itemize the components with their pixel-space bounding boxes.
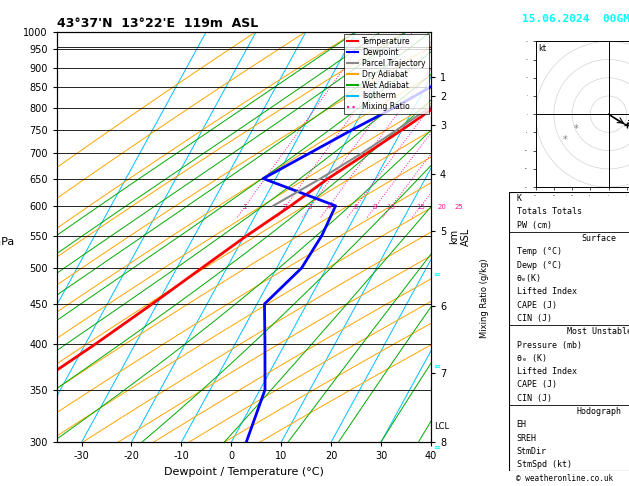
Text: kt: kt (538, 44, 547, 53)
Text: PW (cm): PW (cm) (516, 221, 552, 230)
Text: LCL: LCL (435, 422, 450, 431)
Text: Most Unstable: Most Unstable (567, 327, 629, 336)
Text: © weatheronline.co.uk: © weatheronline.co.uk (516, 474, 613, 483)
Text: CAPE (J): CAPE (J) (516, 300, 557, 310)
Text: CIN (J): CIN (J) (516, 394, 552, 403)
Y-axis label: km
ASL: km ASL (449, 228, 470, 246)
Text: StmDir: StmDir (516, 447, 547, 456)
Text: Lifted Index: Lifted Index (516, 287, 577, 296)
Text: Surface: Surface (582, 234, 616, 243)
Text: Temp (°C): Temp (°C) (516, 247, 562, 256)
Text: 25: 25 (454, 204, 463, 209)
Text: 10: 10 (386, 204, 395, 209)
Text: Totals Totals: Totals Totals (516, 208, 582, 216)
Text: Mixing Ratio (g/kg): Mixing Ratio (g/kg) (480, 259, 489, 338)
Text: K: K (516, 194, 521, 203)
Text: Pressure (mb): Pressure (mb) (516, 341, 582, 349)
Text: θₑ(K): θₑ(K) (516, 274, 542, 283)
Text: ≡: ≡ (433, 270, 440, 279)
Text: EH: EH (516, 420, 526, 429)
Text: 2: 2 (283, 204, 287, 209)
X-axis label: Dewpoint / Temperature (°C): Dewpoint / Temperature (°C) (164, 467, 324, 477)
Text: StmSpd (kt): StmSpd (kt) (516, 460, 572, 469)
Text: Lifted Index: Lifted Index (516, 367, 577, 376)
Legend: Temperature, Dewpoint, Parcel Trajectory, Dry Adiabat, Wet Adiabat, Isotherm, Mi: Temperature, Dewpoint, Parcel Trajectory… (343, 34, 428, 114)
Text: 20: 20 (437, 204, 446, 209)
Text: ≡: ≡ (433, 362, 440, 371)
Text: CIN (J): CIN (J) (516, 314, 552, 323)
Text: Dewp (°C): Dewp (°C) (516, 260, 562, 270)
Text: 6: 6 (353, 204, 357, 209)
Text: 4: 4 (326, 204, 331, 209)
Text: θₑ (K): θₑ (K) (516, 354, 547, 363)
Text: 1: 1 (242, 204, 247, 209)
Text: 8: 8 (373, 204, 377, 209)
Text: 15.06.2024  00GMT  (Base: 00): 15.06.2024 00GMT (Base: 00) (522, 14, 629, 24)
Text: ≡: ≡ (433, 444, 440, 452)
Text: SREH: SREH (516, 434, 537, 443)
Text: 43°37'N  13°22'E  119m  ASL: 43°37'N 13°22'E 119m ASL (57, 17, 258, 31)
Text: Hodograph: Hodograph (577, 407, 621, 416)
Text: CAPE (J): CAPE (J) (516, 381, 557, 389)
Y-axis label: hPa: hPa (0, 237, 14, 247)
Text: 15: 15 (416, 204, 425, 209)
Text: *: * (574, 124, 578, 134)
Text: 3: 3 (308, 204, 313, 209)
Text: *: * (562, 135, 567, 145)
